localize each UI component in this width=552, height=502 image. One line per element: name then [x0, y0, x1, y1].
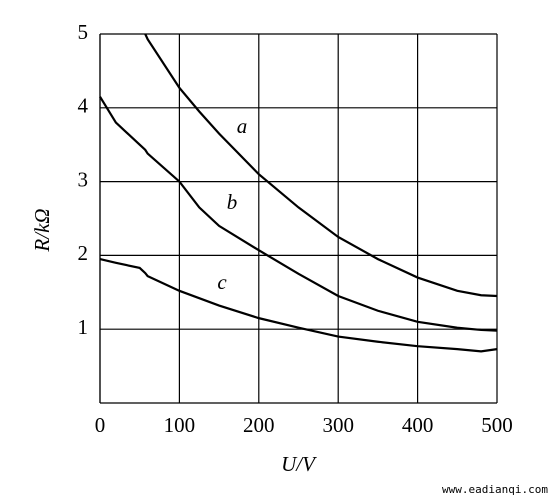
x-tick-label: 0 [95, 413, 106, 437]
y-axis-label: R/kΩ [30, 208, 54, 252]
x-tick-label: 500 [481, 413, 513, 437]
curve-label: b [227, 190, 238, 214]
x-tick-label: 300 [322, 413, 354, 437]
x-tick-label: 100 [164, 413, 196, 437]
curve [99, 96, 498, 332]
y-tick-label: 5 [78, 20, 89, 44]
y-tick-label: 2 [78, 241, 89, 265]
x-axis-label: U/V [281, 452, 317, 476]
curve [144, 33, 498, 298]
x-tick-label: 400 [402, 413, 434, 437]
y-tick-label: 3 [78, 167, 89, 191]
curve-label: a [237, 114, 248, 138]
x-tick-label: 200 [243, 413, 275, 437]
curve [99, 258, 498, 353]
y-tick-label: 4 [78, 94, 89, 118]
watermark: www.eadianqi.com [442, 483, 548, 496]
curve-label: c [217, 270, 227, 294]
y-tick-label: 1 [78, 315, 89, 339]
